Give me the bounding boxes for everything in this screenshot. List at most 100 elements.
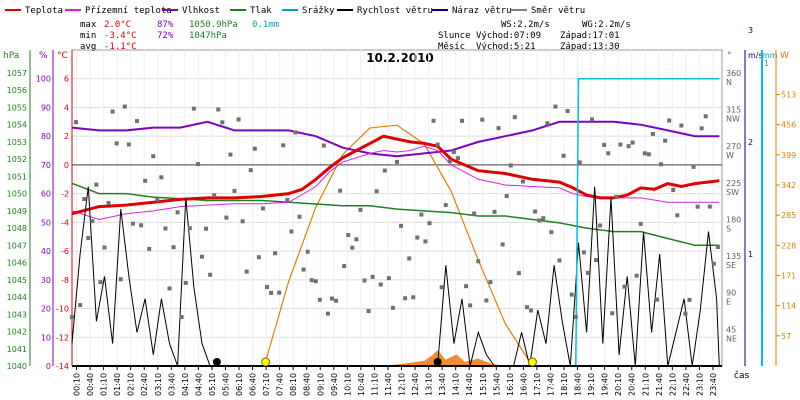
wind-direction-point	[159, 175, 164, 180]
wind-direction-point	[293, 130, 298, 135]
sunrise-marker	[261, 357, 271, 367]
stat-max-label: max	[80, 20, 97, 30]
wind-direction-point	[602, 142, 607, 147]
wind-ws: WS:2.2m/s	[501, 20, 550, 30]
press-tick-label: 1052	[7, 155, 27, 164]
wind-direction-point	[191, 106, 196, 111]
wind-direction-point	[167, 286, 172, 291]
wind-direction-point	[277, 290, 282, 295]
x-tick-label: 02:40	[140, 373, 149, 396]
wind-direction-point	[529, 308, 534, 313]
legend-label: Rychlost větru	[357, 6, 433, 16]
wind-direction-point	[195, 162, 200, 167]
x-tick-label: 10:10	[343, 373, 352, 396]
wind-direction-point	[216, 107, 221, 112]
x-tick-label: 09:10	[316, 373, 325, 396]
press-tick-label: 1047	[7, 241, 27, 250]
x-tick-label: 06:10	[235, 373, 244, 396]
wind-direction-point	[630, 140, 635, 145]
x-tick-label: 13:10	[425, 373, 434, 396]
wind-direction-point	[224, 215, 229, 220]
wind-direction-point	[281, 143, 286, 148]
speed-tick-label: 1	[748, 250, 753, 259]
wind-direction-point	[366, 309, 371, 314]
x-tick-label: 07:40	[276, 373, 285, 396]
x-tick-label: 04:40	[194, 373, 203, 396]
wind-direction-point	[679, 123, 684, 128]
wind-direction-point	[151, 154, 156, 159]
wind-direction-point	[508, 163, 513, 168]
x-tick-label: 01:10	[100, 373, 109, 396]
wind-direction-point	[447, 159, 452, 164]
x-tick-label: 18:10	[560, 373, 569, 396]
x-tick-label: 17:10	[533, 373, 542, 396]
x-tick-label: 10:40	[357, 373, 366, 396]
wind-direction-point	[260, 206, 265, 211]
power-tick-label: 456	[781, 121, 796, 130]
x-tick-label: 05:10	[208, 373, 217, 396]
wind-direction-point	[565, 109, 570, 114]
wind-direction-point	[537, 218, 542, 223]
x-tick-label: 15:40	[492, 373, 501, 396]
wind-direction-point	[228, 152, 233, 157]
wind-direction-point	[305, 249, 310, 254]
rain-tick-label: 1	[764, 59, 769, 68]
wind-direction-point	[370, 274, 375, 279]
wind-direction-point	[135, 119, 139, 124]
x-tick-label: 11:10	[370, 373, 379, 396]
plot-area	[70, 77, 722, 367]
wind-direction-point	[395, 159, 399, 164]
wind-direction-point	[427, 221, 432, 226]
wind-direction-point	[183, 280, 188, 285]
temp-tick-label: -10	[56, 305, 69, 314]
wind-direction-point	[553, 104, 558, 109]
x-tick-label: 17:40	[546, 373, 555, 396]
stat-min-temp: -3.4°C	[104, 31, 137, 41]
dir-compass-label: SW	[726, 188, 739, 197]
x-tick-label: 19:10	[587, 373, 596, 396]
wind-direction-point	[500, 242, 505, 247]
stat-avg-label: avg	[80, 42, 96, 52]
power-tick-label: 114	[781, 302, 796, 311]
wind-direction-point	[155, 197, 160, 202]
wind-direction-point	[110, 109, 115, 114]
press-tick-label: 1056	[7, 86, 27, 95]
x-tick-label: 14:40	[465, 373, 474, 396]
sun-label: Slunce	[438, 31, 471, 41]
x-tick-label: 08:10	[289, 373, 298, 396]
x-tick-label: 13:40	[438, 373, 447, 396]
dir-tick-label: 180	[726, 215, 741, 224]
wind-direction-point	[382, 168, 387, 173]
wind-direction-point	[577, 160, 582, 165]
wind-direction-point	[94, 182, 99, 187]
wind-direction-point	[711, 261, 716, 266]
wind-direction-point	[541, 216, 546, 221]
wind-direction-point	[695, 204, 700, 209]
x-tick-label: 21:10	[641, 373, 650, 396]
wind-direction-point	[139, 223, 144, 228]
moon-set: Západ:13:30	[560, 42, 620, 52]
stat-max-press: 1050.9hPa	[189, 20, 238, 30]
power-tick-label: 285	[781, 211, 796, 220]
wind-direction-point	[687, 297, 692, 302]
x-tick-label: 03:10	[154, 373, 163, 396]
wind-direction-point	[317, 297, 322, 302]
dir-tick-label: 270	[726, 142, 741, 151]
dir-tick-label: 135	[726, 252, 741, 261]
speed-tick-label: 2	[748, 138, 753, 147]
wind-direction-point	[590, 117, 594, 122]
wind-direction-point	[622, 284, 627, 289]
temp-tick-label: 6	[64, 75, 69, 84]
temp-tick-label: 4	[64, 103, 69, 112]
x-tick-label: 18:40	[574, 373, 583, 396]
hum-tick-label: 90	[41, 103, 51, 112]
astro-info: WS:2.2m/s WG:2.2m/s Slunce Východ:07:09 …	[438, 20, 631, 52]
dir-tick-label: 315	[726, 106, 741, 115]
wind-direction-point	[460, 118, 464, 123]
wind-direction-point	[561, 153, 566, 158]
wind-direction-point	[435, 142, 440, 147]
wind-direction-point	[525, 305, 529, 310]
temp-tick-label: 0	[64, 161, 69, 170]
stat-min-label: min	[80, 31, 96, 41]
power-tick-label: 513	[781, 91, 796, 100]
